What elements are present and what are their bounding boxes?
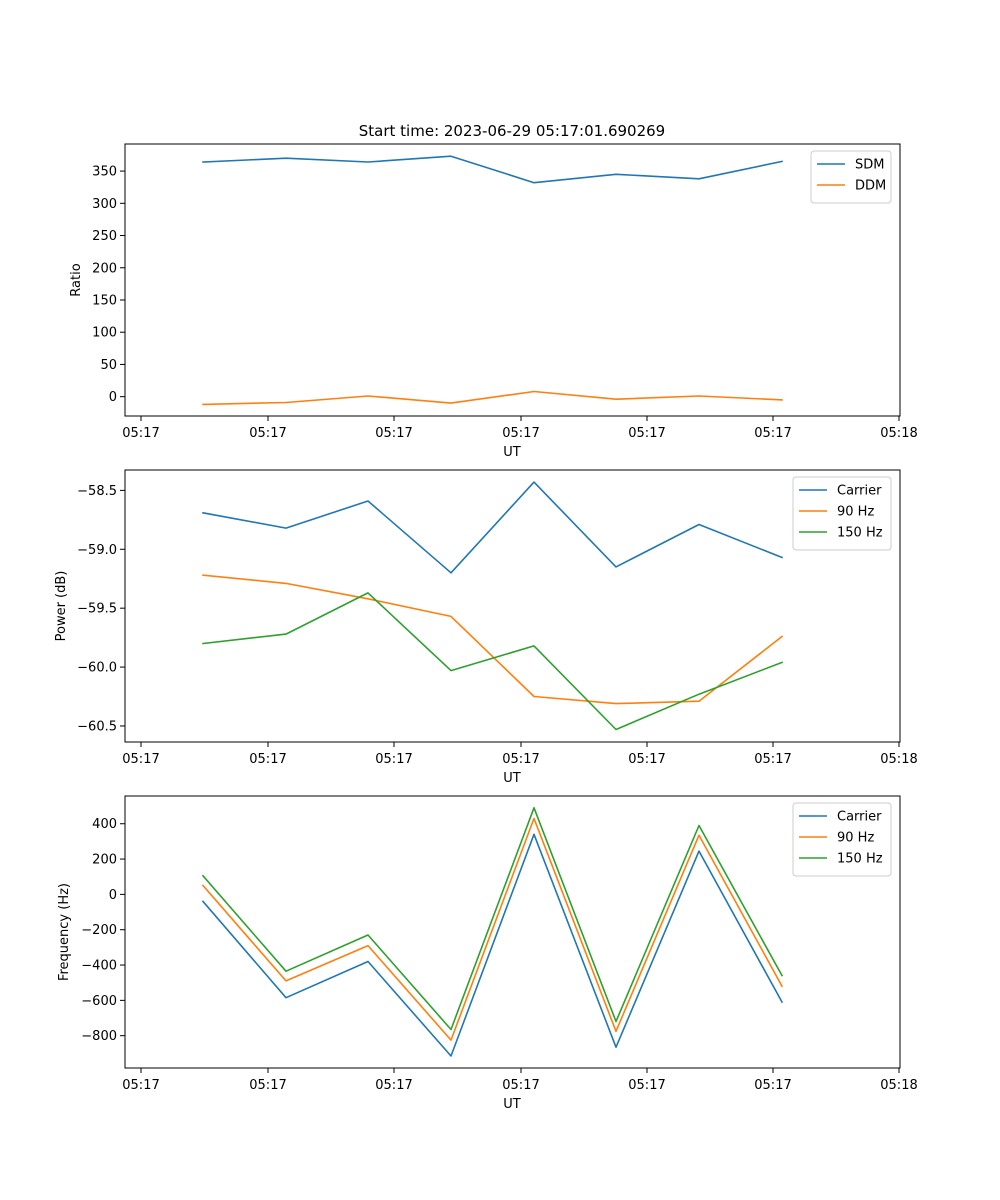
x-tick-label: 05:17 <box>502 1078 539 1093</box>
x-tick-label: 05:17 <box>122 426 159 441</box>
series-line-90-hz <box>202 574 784 705</box>
legend-label: 90 Hz <box>837 831 874 846</box>
series-line-ddm <box>202 390 783 406</box>
series-line-150-hz <box>201 806 784 1031</box>
plot-frame <box>124 795 901 1069</box>
y-tick-label: 150 <box>92 293 117 308</box>
y-tick-label: 100 <box>92 326 117 341</box>
y-tick-label: 400 <box>92 817 117 832</box>
x-tick-label: 05:17 <box>502 426 539 441</box>
y-tick-label: 200 <box>92 853 117 868</box>
y-axis-label: Frequency (Hz) <box>57 883 72 981</box>
chart-panel-2: 05:17 05:17 05:17 05:17 05:17 05:17 05:18 UT −60… <box>54 469 918 786</box>
x-tick-label: 05:17 <box>754 1078 791 1093</box>
y-axis-label: Ratio <box>69 263 84 296</box>
x-axis-label: UT <box>503 445 521 460</box>
x-tick-label: 05:17 <box>628 426 665 441</box>
x-tick-label: 05:17 <box>628 752 665 767</box>
chart-panel-1: 05:17 05:17 05:17 05:17 05:17 05:17 05:18 UT 0 50… <box>69 143 918 460</box>
y-tick-label: 50 <box>100 358 117 373</box>
series-line-sdm <box>202 155 783 184</box>
legend-label: Carrier <box>837 810 882 825</box>
x-tick-label: 05:17 <box>249 752 286 767</box>
legend-label: DDM <box>855 179 886 194</box>
x-tick-label: 05:18 <box>880 426 917 441</box>
y-tick-label: 200 <box>92 261 117 276</box>
x-axis-label: UT <box>503 771 521 786</box>
y-tick-label: −60.0 <box>77 661 117 676</box>
y-tick-label: −59.0 <box>77 543 117 558</box>
x-tick-label: 05:17 <box>375 426 412 441</box>
y-tick-label: −60.5 <box>77 719 117 734</box>
x-tick-label: 05:17 <box>375 752 412 767</box>
y-tick-label: 250 <box>92 229 117 244</box>
y-tick-label: 350 <box>92 165 117 180</box>
x-tick-label: 05:18 <box>880 752 917 767</box>
y-tick-label: −800 <box>81 1029 117 1044</box>
x-tick-label: 05:17 <box>249 426 286 441</box>
x-axis-label: UT <box>503 1097 521 1112</box>
legend: Carrier 90 Hz 150 Hz <box>792 476 892 551</box>
x-tick-label: 05:17 <box>375 1078 412 1093</box>
x-tick-label: 05:17 <box>754 752 791 767</box>
y-tick-label: 0 <box>109 390 117 405</box>
x-tick-label: 05:17 <box>122 1078 159 1093</box>
legend-label: Carrier <box>837 484 882 499</box>
legend-label: 150 Hz <box>837 526 883 541</box>
series-line-150-hz <box>202 592 784 731</box>
x-tick-label: 05:18 <box>880 1078 917 1093</box>
y-tick-label: −58.5 <box>77 484 117 499</box>
series-line-90-hz <box>201 817 784 1041</box>
plot-frame <box>124 143 901 417</box>
y-tick-label: 0 <box>109 888 117 903</box>
series-line-carrier <box>201 833 784 1057</box>
x-tick-label: 05:17 <box>502 752 539 767</box>
y-tick-label: −200 <box>81 923 117 938</box>
x-tick-label: 05:17 <box>628 1078 665 1093</box>
plot-frame <box>124 469 901 743</box>
y-tick-label: −59.5 <box>77 602 117 617</box>
legend-label: 150 Hz <box>837 852 883 867</box>
y-tick-label: −600 <box>81 994 117 1009</box>
x-tick-label: 05:17 <box>249 1078 286 1093</box>
legend: Carrier 90 Hz 150 Hz <box>792 802 892 877</box>
chart-panel-3: 05:17 05:17 05:17 05:17 05:17 05:17 05:18 UT −80… <box>57 795 918 1112</box>
legend: SDM DDM <box>810 150 892 204</box>
y-tick-label: −400 <box>81 959 117 974</box>
series-line-carrier <box>202 481 784 574</box>
legend-label: SDM <box>855 158 884 173</box>
chart-title: Start time: 2023-06-29 05:17:01.690269 <box>359 122 665 140</box>
y-tick-label: 300 <box>92 197 117 212</box>
legend-label: 90 Hz <box>837 505 874 520</box>
y-axis-label: Power (dB) <box>54 571 69 642</box>
x-tick-label: 05:17 <box>122 752 159 767</box>
x-tick-label: 05:17 <box>754 426 791 441</box>
